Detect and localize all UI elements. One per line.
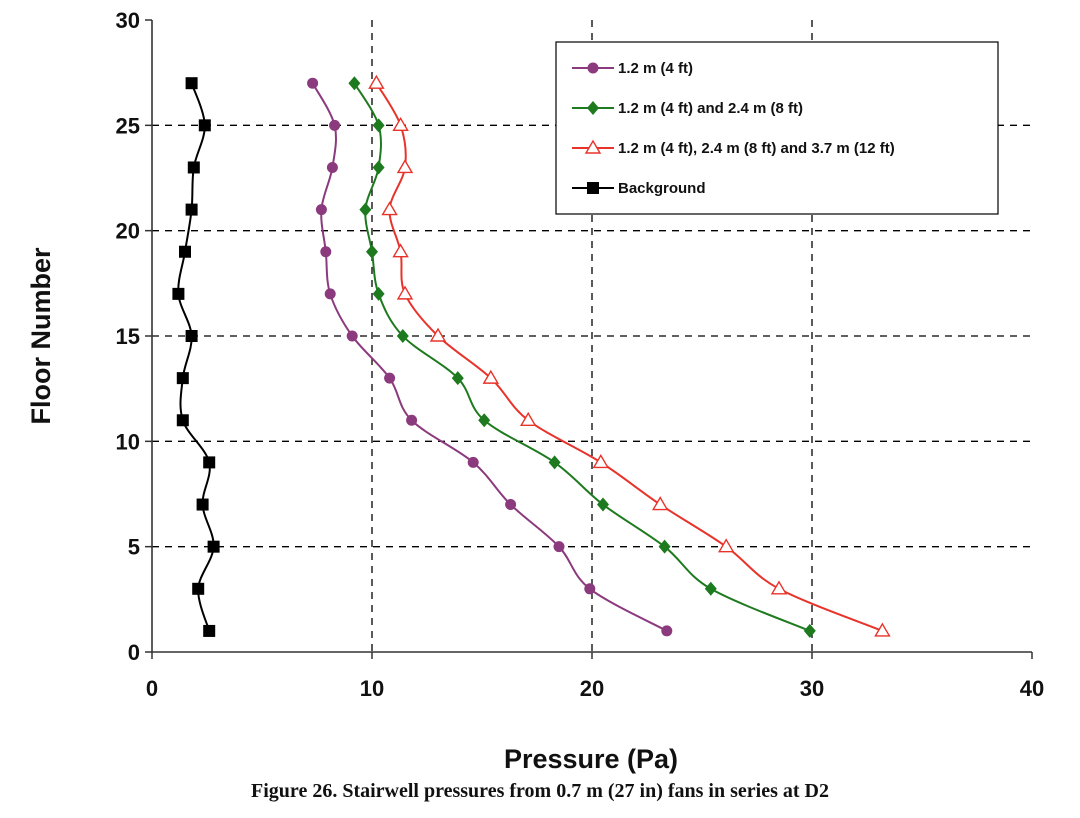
y-tick-label-15: 15 bbox=[116, 324, 140, 349]
legend-label-0: 1.2 m (4 ft) bbox=[618, 60, 693, 77]
axes bbox=[145, 19, 1033, 659]
legend-marker-1 bbox=[587, 101, 599, 115]
series-0-point-1 bbox=[329, 119, 341, 131]
series-3-point-5 bbox=[172, 287, 185, 300]
series-3-point-0 bbox=[185, 77, 198, 90]
series-3-point-1 bbox=[198, 119, 211, 132]
series-3-point-7 bbox=[176, 372, 189, 385]
series-2-point-2 bbox=[396, 159, 414, 174]
legend-marker-2 bbox=[584, 139, 602, 154]
series-2 bbox=[368, 74, 891, 637]
series-1 bbox=[348, 76, 816, 638]
series-2-point-1 bbox=[392, 116, 409, 132]
x-axis-title: Pressure (Pa) bbox=[504, 744, 678, 774]
legend-marker-3 bbox=[587, 182, 599, 194]
series-3 bbox=[172, 77, 220, 637]
y-tick-label-5: 5 bbox=[128, 535, 140, 560]
series-0-point-2 bbox=[326, 161, 338, 173]
series-2-point-13 bbox=[874, 622, 891, 637]
legend-label-1: 1.2 m (4 ft) and 2.4 m (8 ft) bbox=[618, 100, 803, 117]
series-0-point-3 bbox=[315, 204, 327, 216]
series-2-point-8 bbox=[519, 411, 537, 426]
legend-marker-0 bbox=[587, 62, 599, 74]
x-tick-label-10: 10 bbox=[360, 676, 384, 701]
x-tick-label-20: 20 bbox=[580, 676, 604, 701]
series-3-point-3 bbox=[185, 203, 198, 216]
series-1-point-12 bbox=[704, 581, 717, 596]
series-2-point-9 bbox=[592, 454, 610, 469]
series-2-point-3 bbox=[381, 201, 398, 216]
x-tick-label-0: 0 bbox=[146, 676, 158, 701]
series-0-point-10 bbox=[505, 499, 517, 511]
series-1-point-1 bbox=[372, 118, 385, 133]
series-0-point-5 bbox=[324, 288, 336, 300]
series-0-point-4 bbox=[320, 246, 332, 258]
series-1-point-3 bbox=[359, 202, 372, 217]
series-1-point-13 bbox=[803, 623, 816, 638]
series-3-point-8 bbox=[176, 414, 189, 427]
data-series bbox=[172, 74, 891, 638]
series-1-point-2 bbox=[372, 160, 385, 175]
series-0-point-12 bbox=[584, 583, 596, 595]
legend-label-2: 1.2 m (4 ft), 2.4 m (8 ft) and 3.7 m (12… bbox=[618, 140, 895, 157]
legend-box bbox=[555, 41, 999, 215]
figure-caption: Figure 26. Stairwell pressures from 0.7 … bbox=[251, 780, 829, 802]
series-3-point-12 bbox=[192, 582, 205, 595]
series-0-point-8 bbox=[406, 414, 418, 426]
y-tick-label-0: 0 bbox=[128, 640, 140, 665]
legend: 1.2 m (4 ft) 1.2 m (4 ft) and 2.4 m (8 ft… bbox=[555, 41, 999, 215]
y-tick-label-10: 10 bbox=[116, 429, 140, 454]
series-1-point-0 bbox=[348, 76, 361, 91]
y-axis-title: Floor Number bbox=[26, 247, 56, 424]
series-3-point-2 bbox=[187, 161, 200, 174]
series-2-point-6 bbox=[429, 327, 447, 342]
y-tick-label-25: 25 bbox=[116, 113, 140, 138]
series-3-point-6 bbox=[185, 330, 198, 342]
series-2-point-7 bbox=[482, 369, 500, 384]
series-0-point-0 bbox=[307, 77, 319, 89]
series-1-point-4 bbox=[366, 244, 378, 259]
legend-label-3: Background bbox=[618, 180, 706, 197]
series-2-point-11 bbox=[717, 538, 735, 553]
series-3-point-11 bbox=[207, 540, 220, 553]
series-3-point-4 bbox=[179, 245, 191, 258]
series-0-point-7 bbox=[384, 372, 396, 384]
series-3-point-13 bbox=[203, 624, 216, 637]
series-0-point-9 bbox=[467, 456, 479, 468]
series-0 bbox=[307, 77, 673, 637]
y-tick-label-20: 20 bbox=[116, 219, 140, 244]
series-1-point-5 bbox=[372, 286, 385, 301]
series-1-point-10 bbox=[597, 497, 609, 512]
series-3-point-10 bbox=[196, 498, 209, 511]
series-0-point-11 bbox=[553, 541, 565, 553]
series-2-point-4 bbox=[392, 243, 409, 258]
series-0-point-13 bbox=[661, 625, 673, 637]
series-1-point-11 bbox=[658, 539, 671, 554]
series-0-point-6 bbox=[346, 330, 358, 342]
series-2-point-10 bbox=[651, 496, 669, 511]
y-tick-label-30: 30 bbox=[116, 8, 140, 33]
series-1-point-8 bbox=[478, 413, 491, 428]
series-2-point-0 bbox=[368, 74, 385, 89]
x-tick-label-40: 40 bbox=[1020, 676, 1044, 701]
series-2-point-5 bbox=[396, 285, 414, 300]
tick-labels: 0 10 20 30 40 0 5 10 15 20 25 30 bbox=[116, 8, 1045, 701]
series-2-point-12 bbox=[770, 580, 788, 595]
series-1-point-7 bbox=[451, 371, 464, 386]
series-1-point-6 bbox=[396, 329, 409, 343]
x-tick-label-30: 30 bbox=[800, 676, 824, 701]
series-3-point-9 bbox=[203, 456, 216, 469]
series-1-point-9 bbox=[548, 455, 561, 470]
